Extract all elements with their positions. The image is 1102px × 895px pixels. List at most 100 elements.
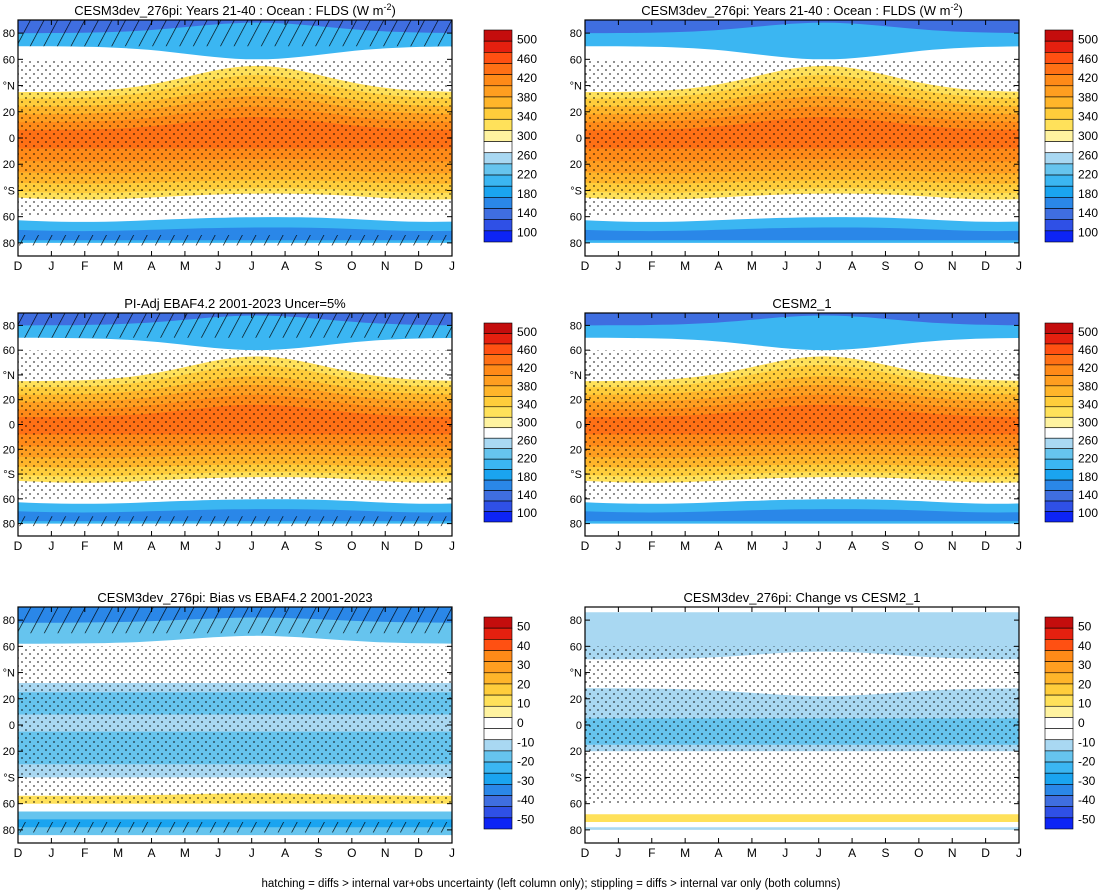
colorbar: 100 140 180 220 260 300 340 380 420 460 500 bbox=[483, 29, 537, 243]
y-tick-label: 20 bbox=[570, 444, 582, 456]
x-tick-label: J bbox=[48, 846, 54, 860]
colorbar-label: 260 bbox=[1078, 148, 1098, 162]
stippling bbox=[18, 646, 452, 804]
x-tick-label: M bbox=[747, 539, 757, 553]
colorbar-label: 420 bbox=[1078, 361, 1098, 375]
colorbar-label: 180 bbox=[517, 470, 537, 484]
y-tick-label: 20 bbox=[3, 746, 15, 758]
colorbar-swatch bbox=[483, 772, 513, 785]
colorbar-swatch bbox=[483, 406, 513, 418]
y-tick-label: °S bbox=[3, 772, 15, 784]
colorbar-swatch bbox=[1044, 627, 1074, 640]
colorbar-swatch bbox=[1044, 458, 1074, 470]
y-tick-label: 60 bbox=[3, 345, 15, 357]
colorbar-label: 0 bbox=[517, 716, 524, 730]
colorbar-swatch bbox=[483, 705, 513, 718]
x-tick-label: F bbox=[648, 846, 655, 860]
y-tick-label: °N bbox=[3, 81, 15, 93]
x-tick-label: M bbox=[180, 259, 190, 273]
colorbar-swatch bbox=[1044, 448, 1074, 460]
colorbar-label: 140 bbox=[1078, 206, 1098, 220]
contour-north-coldest bbox=[585, 313, 1019, 326]
y-tick-label: 80 bbox=[3, 519, 15, 531]
colorbar-label: 40 bbox=[1078, 639, 1092, 653]
colorbar-swatch bbox=[1044, 230, 1074, 243]
colorbar-swatch bbox=[483, 29, 513, 42]
x-tick-label: J bbox=[782, 846, 788, 860]
x-tick-label: S bbox=[314, 539, 322, 553]
x-tick-label: M bbox=[680, 539, 690, 553]
colorbar-label: 40 bbox=[517, 639, 531, 653]
colorbar-swatch bbox=[483, 343, 513, 355]
colorbar-swatch bbox=[483, 672, 513, 685]
panel-1: CESM3dev_276pi: Years 21-40 : Ocean : FL… bbox=[3, 2, 538, 273]
x-tick-label: J bbox=[48, 539, 54, 553]
colorbar-swatch bbox=[1044, 29, 1074, 42]
stippling bbox=[18, 59, 452, 217]
colorbar-label: 380 bbox=[1078, 90, 1098, 104]
x-tick-label: J bbox=[782, 539, 788, 553]
y-tick-label: 20 bbox=[570, 395, 582, 407]
x-tick-label: A bbox=[715, 846, 723, 860]
x-tick-label: S bbox=[881, 539, 889, 553]
panel-3: PI-Adj EBAF4.2 2001-2023 Uncer=5% D J F M A M J… bbox=[3, 296, 538, 553]
colorbar-swatch bbox=[1044, 364, 1074, 376]
colorbar-swatch bbox=[1044, 772, 1074, 785]
y-tick-label: 0 bbox=[9, 720, 15, 732]
colorbar-swatch bbox=[483, 219, 513, 232]
colorbar-swatch bbox=[483, 728, 513, 741]
hatching-north bbox=[18, 20, 452, 47]
colorbar-label: 180 bbox=[517, 187, 537, 201]
colorbar-label: 300 bbox=[1078, 416, 1098, 430]
colorbar-label: 380 bbox=[517, 379, 537, 393]
colorbar-swatch bbox=[483, 63, 513, 75]
panel-4: CESM2_1 D J F M A M J J A S O N D J 80 60 °N 20 0 20 °S 60 80 10… bbox=[570, 296, 1099, 553]
y-tick-label: °N bbox=[3, 370, 15, 382]
colorbar-swatch bbox=[1044, 130, 1074, 142]
colorbar-label: 420 bbox=[1078, 71, 1098, 85]
x-tick-label: J bbox=[449, 259, 455, 273]
colorbar-swatch bbox=[1044, 616, 1074, 629]
colorbar-swatch bbox=[483, 795, 513, 807]
colorbar-swatch bbox=[483, 469, 513, 481]
colorbar-swatch bbox=[483, 385, 513, 397]
colorbar-label: 340 bbox=[1078, 110, 1098, 124]
colorbar-label: 0 bbox=[1078, 716, 1085, 730]
y-tick-label: °N bbox=[570, 81, 582, 93]
x-tick-label: A bbox=[715, 259, 723, 273]
colorbar-swatch bbox=[1044, 107, 1074, 120]
colorbar-swatch bbox=[483, 739, 513, 752]
colorbar-swatch bbox=[483, 416, 513, 429]
x-tick-label: N bbox=[381, 539, 390, 553]
y-tick-label: 20 bbox=[3, 395, 15, 407]
colorbar-label: 340 bbox=[1078, 397, 1098, 411]
y-tick-label: °S bbox=[3, 469, 15, 481]
y-tick-label: 60 bbox=[3, 799, 15, 811]
y-tick-label: 80 bbox=[570, 519, 582, 531]
colorbar-swatch bbox=[483, 333, 513, 345]
colorbar: -50 -40 -30 -20 -10 0 10 20 30 40 50 bbox=[1044, 616, 1096, 830]
colorbar-label: 10 bbox=[517, 697, 531, 711]
colorbar-swatch bbox=[1044, 717, 1074, 729]
colorbar-swatch bbox=[483, 107, 513, 120]
panel-title: CESM2_1 bbox=[772, 296, 831, 311]
y-tick-label: 80 bbox=[3, 615, 15, 627]
panel-title: CESM3dev_276pi: Change vs CESM2_1 bbox=[683, 590, 920, 605]
colorbar-swatch bbox=[1044, 705, 1074, 718]
colorbar-swatch bbox=[1044, 396, 1074, 408]
colorbar-swatch bbox=[1044, 52, 1074, 64]
x-tick-label: J bbox=[782, 259, 788, 273]
panel-2: CESM3dev_276pi: Years 21-40 : Ocean : FL… bbox=[570, 2, 1099, 273]
colorbar-label: 180 bbox=[1078, 470, 1098, 484]
contour-south-colder bbox=[585, 509, 1019, 522]
y-tick-label: 60 bbox=[570, 641, 582, 653]
colorbar-swatch bbox=[1044, 490, 1074, 502]
colorbar-label: 260 bbox=[517, 148, 537, 162]
colorbar-swatch bbox=[1044, 500, 1074, 512]
panel-title: CESM3dev_276pi: Bias vs EBAF4.2 2001-202… bbox=[97, 590, 372, 605]
hatching-south bbox=[18, 235, 452, 246]
y-tick-label: 80 bbox=[570, 825, 582, 837]
y-tick-label: 20 bbox=[570, 746, 582, 758]
colorbar-swatch bbox=[483, 174, 513, 187]
x-tick-label: M bbox=[747, 259, 757, 273]
